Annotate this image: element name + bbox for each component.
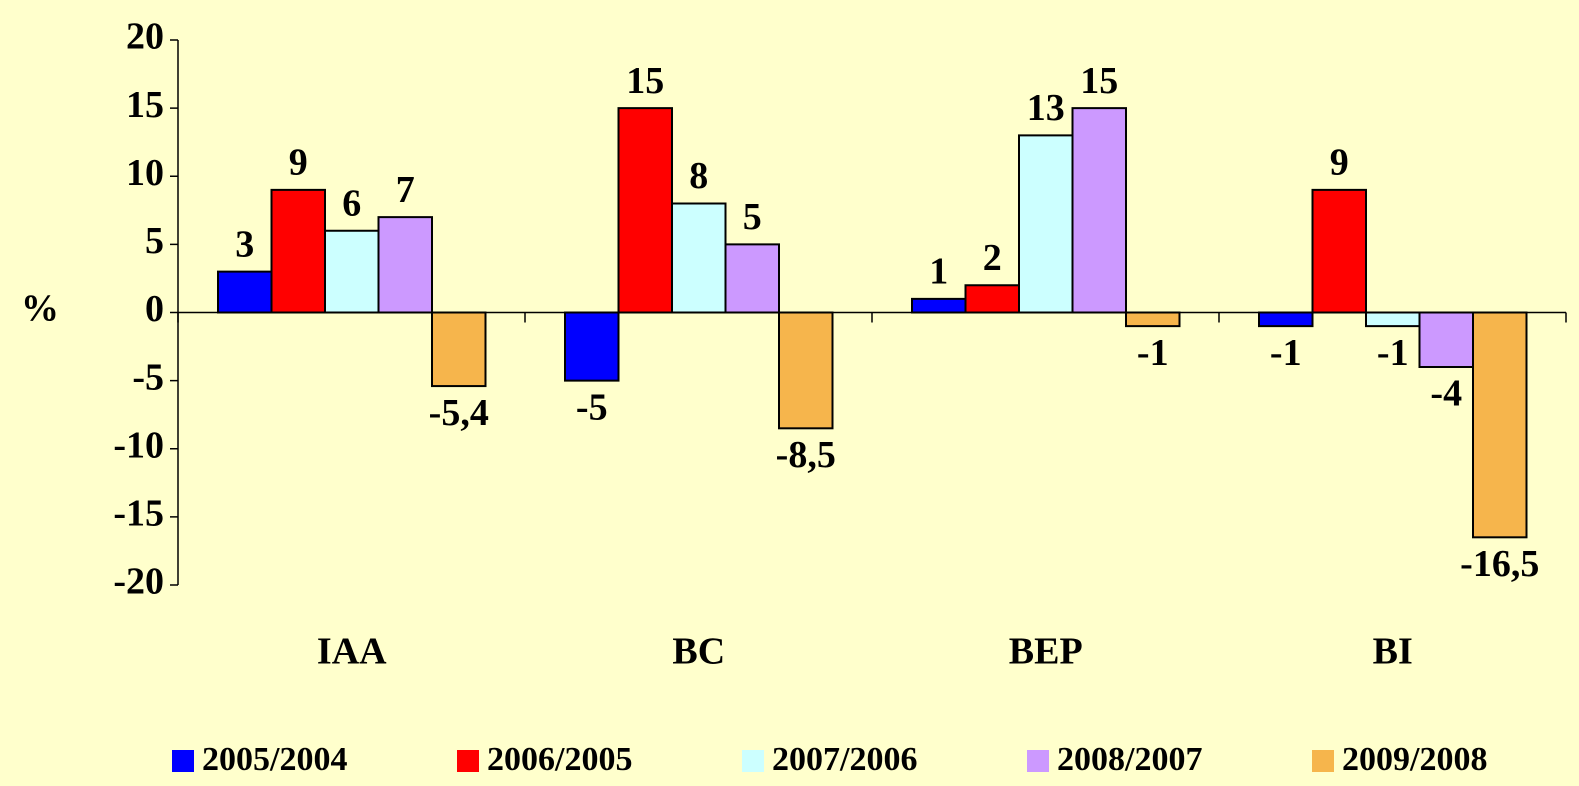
- data-label: 7: [396, 169, 415, 211]
- legend-label: 2008/2007: [1057, 741, 1202, 778]
- y-tick-label: 0: [145, 288, 164, 330]
- bar: [671, 202, 727, 314]
- legend-swatch: [742, 750, 764, 772]
- data-label: -5,4: [429, 392, 489, 434]
- bar: [1365, 311, 1421, 328]
- data-label: 9: [289, 142, 308, 184]
- legend-swatch: [172, 750, 194, 772]
- data-label: 15: [1080, 60, 1118, 102]
- y-tick-label: -20: [113, 561, 164, 603]
- bar: [1018, 134, 1074, 314]
- x-tick-label: BC: [672, 631, 725, 673]
- y-tick-label: 20: [126, 16, 164, 58]
- data-label: 13: [1027, 87, 1065, 129]
- bar: [1125, 311, 1181, 328]
- data-label: -4: [1430, 373, 1462, 415]
- bar: [1071, 107, 1127, 314]
- legend-swatch: [1312, 750, 1334, 772]
- data-label: -8,5: [776, 434, 836, 476]
- data-label: -1: [1270, 332, 1302, 374]
- data-label: 1: [929, 251, 948, 293]
- legend-label: 2006/2005: [487, 741, 632, 778]
- data-label: 8: [689, 155, 708, 197]
- bar: [270, 188, 326, 314]
- bar: [217, 270, 273, 314]
- bar: [324, 229, 380, 314]
- x-tick-label: BEP: [1009, 631, 1083, 673]
- x-tick-label: IAA: [317, 631, 387, 673]
- legend-label: 2007/2006: [772, 741, 917, 778]
- bar: [778, 311, 834, 430]
- data-label: 15: [626, 60, 664, 102]
- data-label: 6: [342, 182, 361, 224]
- y-tick-label: 15: [126, 84, 164, 126]
- bar: [724, 243, 780, 314]
- bar: [377, 216, 433, 314]
- bar: [1418, 311, 1474, 368]
- data-label: -5: [576, 386, 608, 428]
- data-label: 5: [743, 196, 762, 238]
- bar: [964, 284, 1020, 314]
- y-tick-label: -5: [132, 356, 164, 398]
- legend-swatch: [1027, 750, 1049, 772]
- bar: [617, 107, 673, 314]
- data-label: 9: [1330, 142, 1349, 184]
- y-tick-label: 10: [126, 152, 164, 194]
- data-label: 3: [235, 223, 254, 265]
- bar: [1258, 311, 1314, 328]
- bar: [431, 311, 487, 388]
- bar: [1472, 311, 1528, 539]
- y-tick-label: -10: [113, 424, 164, 466]
- data-label: -1: [1137, 332, 1169, 374]
- data-label: -1: [1377, 332, 1409, 374]
- data-label: 2: [983, 237, 1002, 279]
- bar: [1311, 188, 1367, 314]
- legend-label: 2009/2008: [1342, 741, 1487, 778]
- legend-swatch: [457, 750, 479, 772]
- data-label: -16,5: [1460, 543, 1539, 585]
- x-tick-label: BI: [1373, 631, 1413, 673]
- y-tick-label: 5: [145, 220, 164, 262]
- bar: [911, 297, 967, 314]
- y-tick-label: -15: [113, 493, 164, 535]
- bar: [564, 311, 620, 382]
- y-axis-label: %: [21, 288, 59, 330]
- legend-label: 2005/2004: [202, 741, 347, 778]
